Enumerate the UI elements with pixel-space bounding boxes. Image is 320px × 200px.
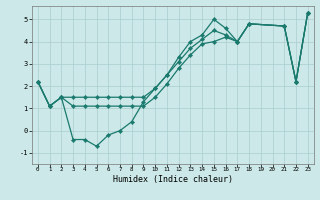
X-axis label: Humidex (Indice chaleur): Humidex (Indice chaleur) <box>113 175 233 184</box>
